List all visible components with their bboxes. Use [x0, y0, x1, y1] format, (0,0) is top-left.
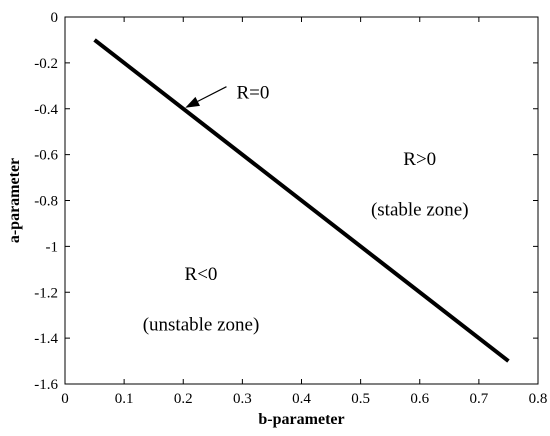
- x-tick-label: 0.6: [410, 391, 429, 407]
- y-tick-label: -1: [46, 239, 59, 255]
- series-layer: [93, 38, 510, 363]
- annotation-label: R<0: [185, 264, 218, 285]
- y-tick-label: -0.4: [34, 102, 58, 118]
- annotation-arrow-shaft: [197, 86, 227, 102]
- y-tick-label: -1.4: [34, 331, 58, 347]
- annotation-label: R=0: [236, 83, 269, 104]
- x-tick-label: 0.4: [292, 391, 311, 407]
- series-line: [93, 38, 510, 363]
- y-tick-label: -1.2: [34, 285, 58, 301]
- x-tick-label: 0.1: [115, 391, 134, 407]
- axis-ticks: 0 0.1 0.2 0.3 0.4 0.5 0.6 0.7 0.8 0 -0.2 -0.4 -0.6 -0…: [34, 10, 547, 407]
- x-tick-label: 0.2: [174, 391, 193, 407]
- annotations: R=0 R>0 (stable zone) R<0 (unstable zone): [143, 83, 469, 336]
- annotation-label: (stable zone): [371, 200, 469, 221]
- x-tick-label: 0.3: [233, 391, 252, 407]
- y-tick-label: -0.6: [34, 148, 58, 164]
- y-tick-label: -0.2: [34, 56, 58, 72]
- y-axis-label: a-parameter: [6, 158, 23, 243]
- annotation-label: (unstable zone): [143, 314, 260, 335]
- y-tick-label: -1.6: [34, 377, 58, 393]
- y-tick-label: -0.8: [34, 194, 58, 210]
- x-tick-label: 0: [61, 391, 69, 407]
- annotation-arrow-head: [185, 96, 200, 108]
- plot-frame: [64, 16, 539, 385]
- annotation-label: R>0: [403, 149, 436, 170]
- x-tick-label: 0.5: [351, 391, 370, 407]
- x-axis-label: b-parameter: [258, 411, 344, 428]
- y-tick-label: 0: [51, 10, 59, 26]
- x-tick-label: 0.7: [470, 391, 489, 407]
- x-tick-label: 0.8: [529, 391, 548, 407]
